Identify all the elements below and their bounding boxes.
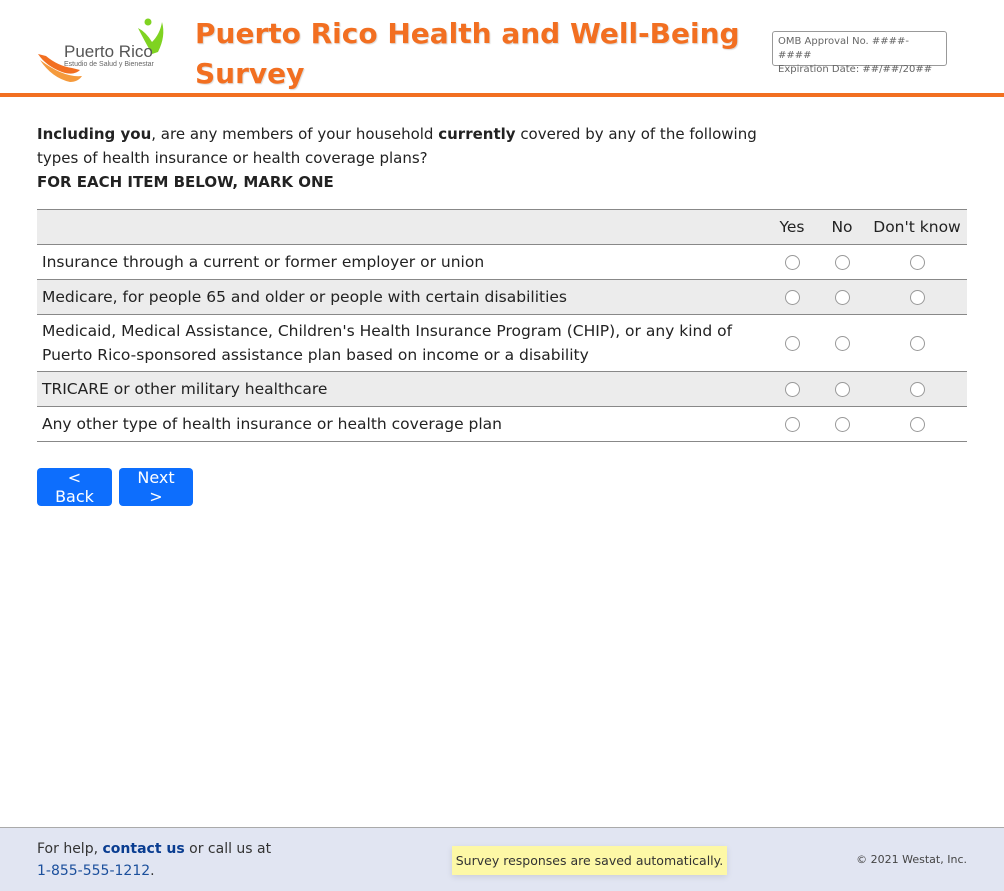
radio-yes[interactable]: [784, 336, 800, 351]
radio-no[interactable]: [834, 336, 850, 351]
radio-yes[interactable]: [784, 290, 800, 305]
page-title: Puerto Rico Health and Well-Being Survey: [195, 17, 740, 90]
back-button[interactable]: < Back: [37, 468, 112, 506]
radio-dont-know[interactable]: [909, 382, 925, 397]
help-text: For help, contact us or call us at 1-855…: [37, 838, 271, 882]
radio-dont-know[interactable]: [909, 417, 925, 432]
question-emphasis: Including you: [37, 125, 152, 143]
table-row: Medicaid, Medical Assistance, Children's…: [37, 315, 967, 372]
logo-graphic: [38, 18, 164, 82]
logo: Puerto Rico Estudio de Salud y Bienestar: [36, 16, 176, 88]
phone-number[interactable]: 1-855-555-1212: [37, 863, 151, 879]
omb-box: OMB Approval No. ####-#### Expiration Da…: [772, 31, 947, 75]
radio-no[interactable]: [834, 417, 850, 432]
logo-name: Puerto Rico: [64, 42, 153, 61]
radio-no[interactable]: [834, 255, 850, 270]
help-prefix: For help,: [37, 841, 103, 857]
radio-dont-know[interactable]: [909, 255, 925, 270]
help-suffix: or call us at: [184, 841, 272, 857]
next-button[interactable]: Next >: [119, 468, 193, 506]
table-row: Any other type of health insurance or he…: [37, 407, 967, 442]
phone-period: .: [150, 863, 155, 879]
column-no: No: [831, 218, 853, 236]
footer: For help, contact us or call us at 1-855…: [0, 827, 1004, 891]
copyright: © 2021 Westat, Inc.: [856, 853, 967, 866]
contact-us-link[interactable]: contact us: [102, 841, 185, 857]
row-label: Any other type of health insurance or he…: [42, 415, 502, 433]
column-yes: Yes: [779, 218, 805, 236]
logo-subtitle: Estudio de Salud y Bienestar: [64, 61, 154, 68]
omb-expiration: Expiration Date: ##/##/20##: [778, 64, 933, 75]
question-emphasis: currently: [438, 125, 516, 143]
row-label: Insurance through a current or former em…: [42, 253, 485, 271]
question-text-part: , are any members of your household: [151, 125, 439, 143]
header: Puerto Rico Estudio de Salud y Bienestar…: [0, 0, 1004, 97]
grid-header: Yes No Don't know: [37, 210, 967, 245]
radio-dont-know[interactable]: [909, 336, 925, 351]
row-label: Medicare, for people 65 and older or peo…: [42, 288, 568, 306]
table-row: TRICARE or other military healthcare: [37, 372, 967, 407]
radio-dont-know[interactable]: [909, 290, 925, 305]
radio-yes[interactable]: [784, 417, 800, 432]
instruction: FOR EACH ITEM BELOW, MARK ONE: [37, 173, 334, 191]
table-row: Insurance through a current or former em…: [37, 245, 967, 280]
column-dont-know: Don't know: [873, 218, 961, 236]
question-text: Including you, are any members of your h…: [37, 122, 757, 194]
table-row: Medicare, for people 65 and older or peo…: [37, 280, 967, 315]
row-label: Medicaid, Medical Assistance, Children's…: [42, 322, 733, 364]
question-grid: Yes No Don't know Insurance through a cu…: [37, 209, 967, 442]
omb-approval: OMB Approval No. ####-####: [778, 36, 909, 61]
radio-no[interactable]: [834, 290, 850, 305]
question-text-part: covered by any of the following types of…: [37, 125, 757, 167]
radio-no[interactable]: [834, 382, 850, 397]
row-label: TRICARE or other military healthcare: [42, 380, 328, 398]
radio-yes[interactable]: [784, 382, 800, 397]
radio-yes[interactable]: [784, 255, 800, 270]
autosave-notice: Survey responses are saved automatically…: [452, 846, 727, 875]
